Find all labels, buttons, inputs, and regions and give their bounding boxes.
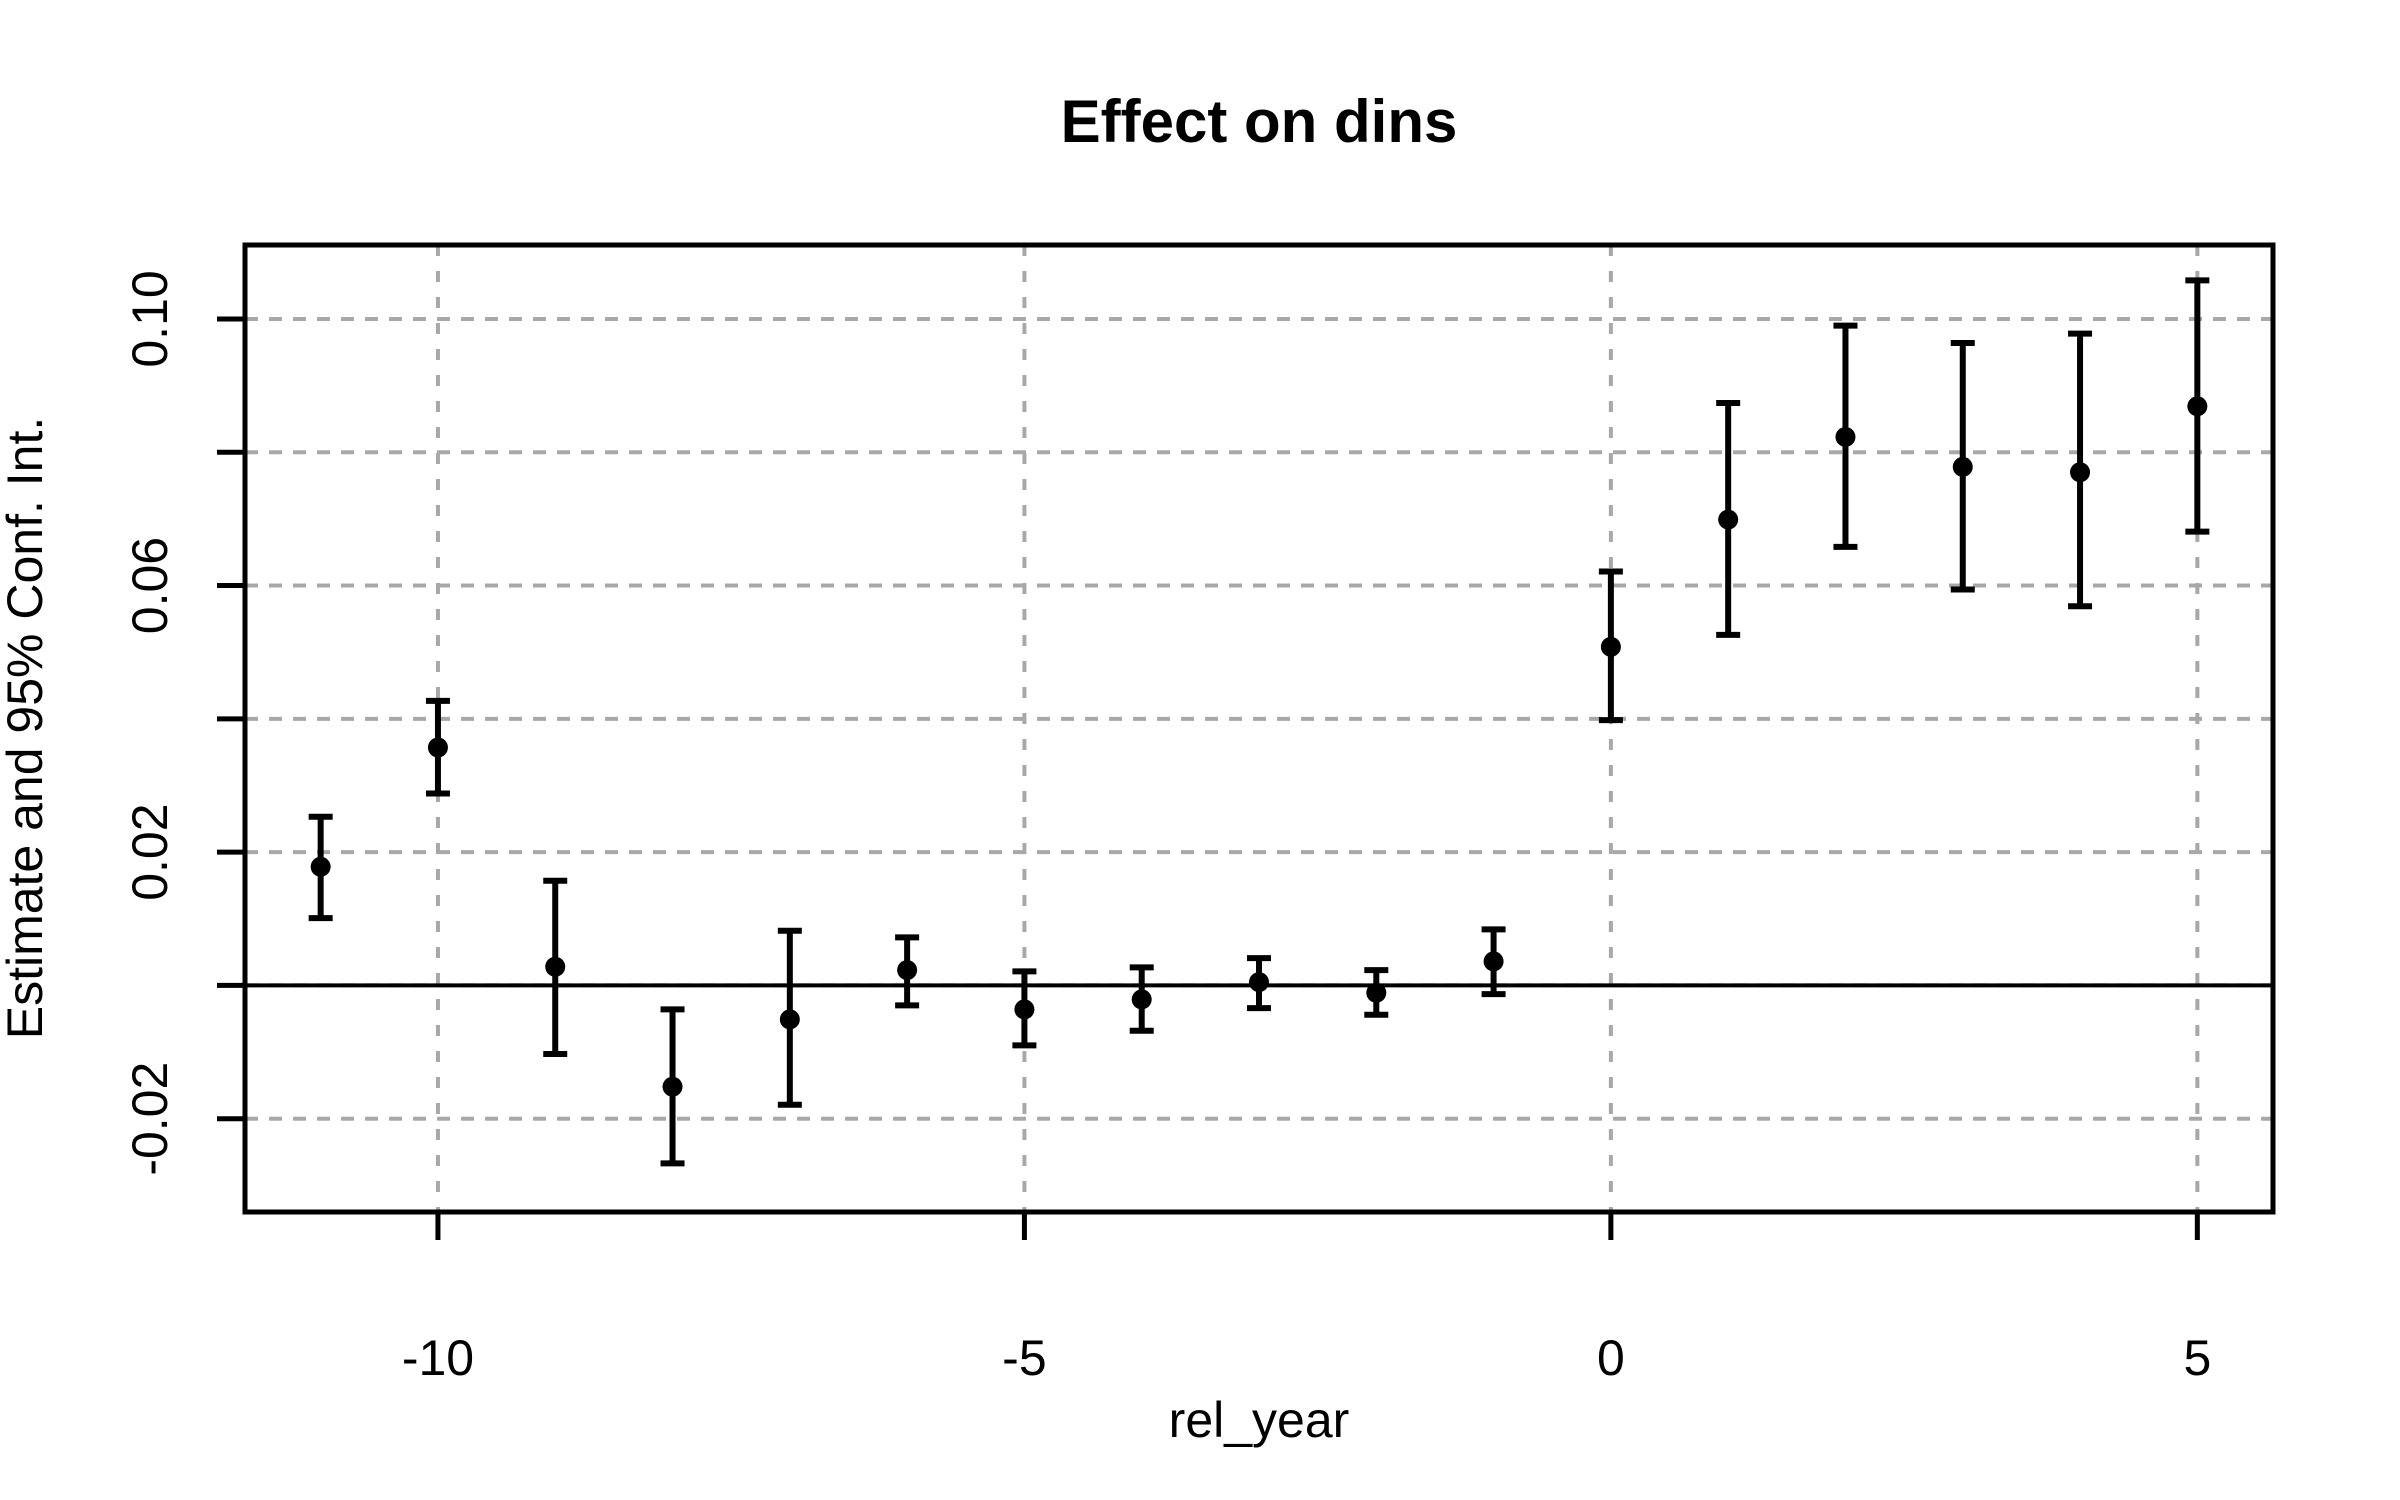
error-bars [308, 277, 2210, 1167]
point-marker [2070, 462, 2091, 483]
point-marker [1483, 951, 1504, 972]
point-marker [1131, 989, 1152, 1010]
point-marker [1249, 972, 1269, 993]
point-marker [427, 737, 448, 758]
point-markers [310, 396, 2208, 1097]
gridlines [245, 245, 2273, 1212]
x-axis-tick-label: -10 [402, 1330, 474, 1386]
point-marker [1600, 636, 1621, 657]
y-axis-tick-label: 0.02 [122, 803, 178, 900]
y-axis-tick-label: 0.10 [122, 270, 178, 367]
chart-title: Effect on dins [1061, 88, 1458, 155]
point-marker [310, 856, 331, 877]
x-axis-tick-label: -5 [1002, 1330, 1046, 1386]
point-marker [2187, 396, 2208, 417]
y-axis-tick-label: 0.06 [122, 537, 178, 634]
point-marker [1014, 999, 1035, 1020]
point-marker [779, 1009, 800, 1030]
y-axis-title: Estimate and 95% Conf. Int. [0, 417, 53, 1040]
x-axis-title: rel_year [1169, 1392, 1350, 1448]
point-marker [545, 956, 566, 977]
point-marker [1835, 426, 1856, 447]
point-marker [1718, 509, 1739, 530]
y-axis-tick-label: -0.02 [122, 1062, 178, 1176]
point-marker [1952, 456, 1973, 477]
point-marker [662, 1076, 683, 1097]
plot-border [242, 242, 2276, 1215]
point-marker [897, 960, 918, 981]
x-axis-tick-label: 5 [2183, 1330, 2211, 1386]
x-axis-tick-label: 0 [1597, 1330, 1625, 1386]
point-marker [1366, 982, 1387, 1003]
axis-tick-labels: -10 -5 0 5 -0.02 0.02 0.06 0.10 [122, 270, 2211, 1386]
axis-ticks [217, 316, 2200, 1240]
